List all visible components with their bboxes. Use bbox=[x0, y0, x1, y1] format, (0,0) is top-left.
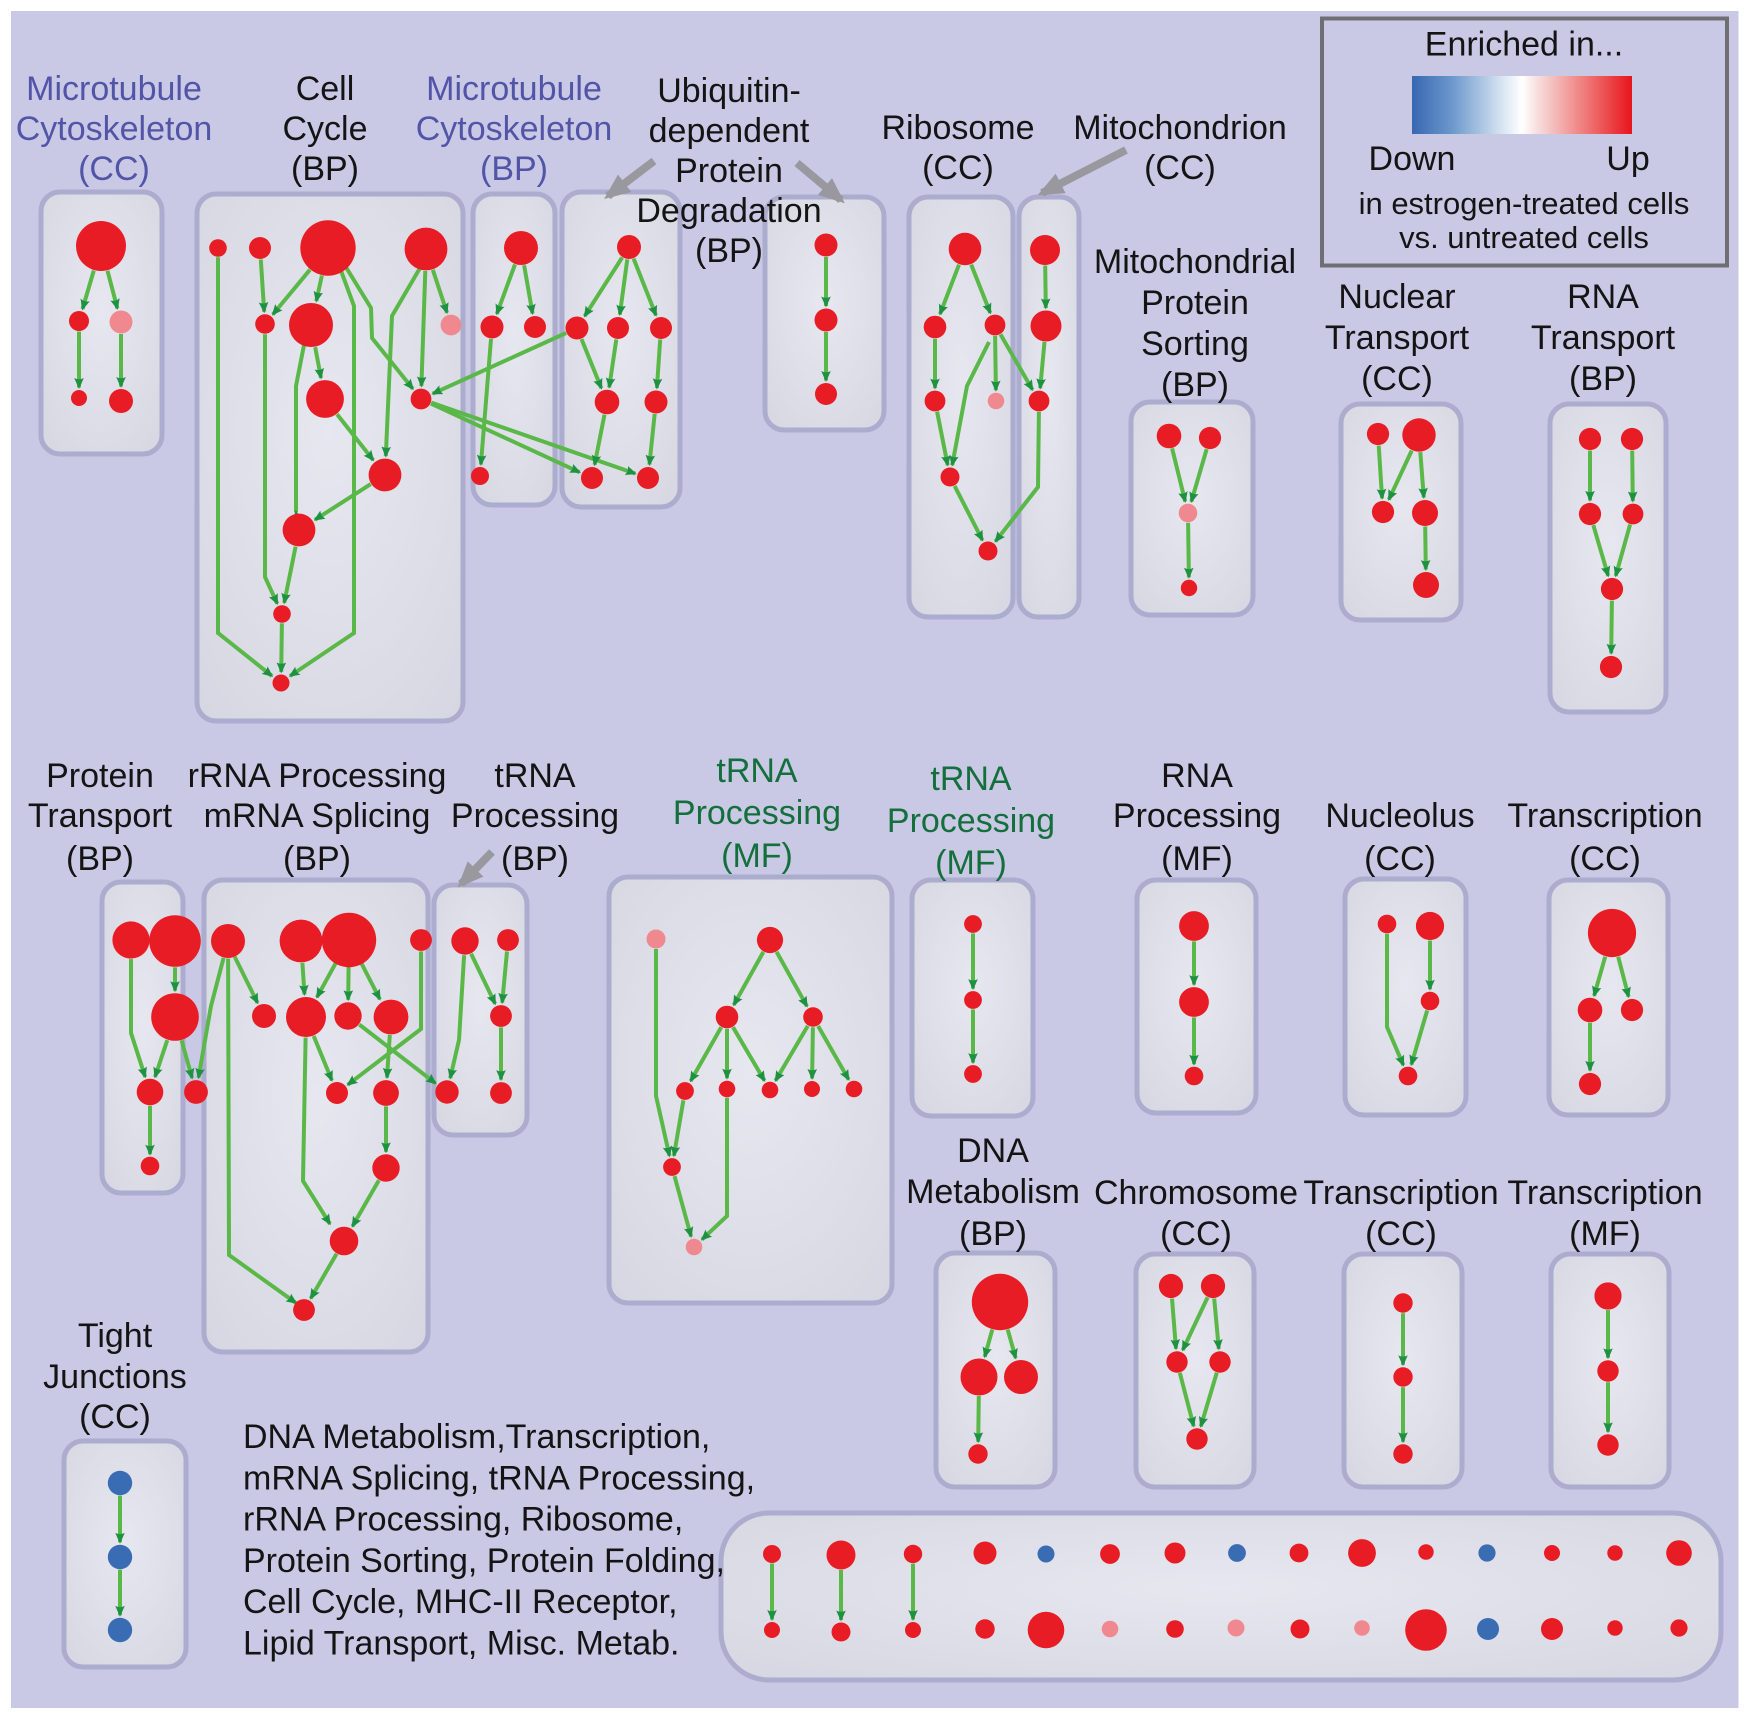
svg-text:Cycle: Cycle bbox=[282, 110, 367, 148]
svg-text:(MF): (MF) bbox=[1569, 1215, 1641, 1253]
svg-text:Processing: Processing bbox=[673, 794, 841, 832]
svg-text:Processing: Processing bbox=[1113, 797, 1281, 835]
svg-text:rRNA Processing: rRNA Processing bbox=[188, 757, 447, 795]
svg-text:vs. untreated cells: vs. untreated cells bbox=[1399, 220, 1649, 255]
svg-text:Cytoskeleton: Cytoskeleton bbox=[416, 110, 613, 148]
svg-text:(BP): (BP) bbox=[283, 840, 351, 878]
svg-text:Nuclear: Nuclear bbox=[1338, 278, 1455, 316]
svg-text:tRNA: tRNA bbox=[494, 757, 576, 795]
svg-text:RNA: RNA bbox=[1161, 757, 1233, 795]
svg-text:Transport: Transport bbox=[1325, 319, 1470, 357]
svg-text:Metabolism: Metabolism bbox=[906, 1173, 1080, 1211]
svg-text:(CC): (CC) bbox=[1569, 840, 1641, 878]
svg-text:(CC): (CC) bbox=[78, 150, 150, 188]
svg-text:Transcription: Transcription bbox=[1507, 797, 1702, 835]
svg-text:(CC): (CC) bbox=[1364, 840, 1436, 878]
svg-text:Transport: Transport bbox=[1531, 319, 1676, 357]
svg-text:Microtubule: Microtubule bbox=[26, 70, 202, 108]
svg-text:Ribosome: Ribosome bbox=[881, 109, 1034, 147]
svg-text:Cell Cycle, MHC-II Receptor,: Cell Cycle, MHC-II Receptor, bbox=[243, 1583, 678, 1621]
svg-text:(BP): (BP) bbox=[480, 150, 548, 188]
svg-text:Nucleolus: Nucleolus bbox=[1325, 797, 1474, 835]
svg-text:RNA: RNA bbox=[1567, 278, 1639, 316]
svg-text:Mitochondrial: Mitochondrial bbox=[1094, 243, 1296, 281]
svg-text:(MF): (MF) bbox=[1161, 840, 1233, 878]
svg-text:Chromosome: Chromosome bbox=[1094, 1174, 1298, 1212]
svg-text:Microtubule: Microtubule bbox=[426, 70, 602, 108]
svg-text:Sorting: Sorting bbox=[1141, 325, 1249, 363]
svg-text:tRNA: tRNA bbox=[930, 760, 1012, 798]
svg-text:(BP): (BP) bbox=[695, 232, 763, 270]
svg-text:Processing: Processing bbox=[887, 802, 1055, 840]
svg-text:Transcription: Transcription bbox=[1303, 1174, 1498, 1212]
svg-text:Transport: Transport bbox=[28, 797, 173, 835]
svg-text:(CC): (CC) bbox=[1365, 1215, 1437, 1253]
svg-text:(MF): (MF) bbox=[935, 844, 1007, 882]
svg-text:Protein Sorting, Protein Foldi: Protein Sorting, Protein Folding, bbox=[243, 1542, 725, 1580]
svg-text:(BP): (BP) bbox=[1569, 360, 1637, 398]
svg-text:Degradation: Degradation bbox=[636, 192, 821, 230]
svg-text:(CC): (CC) bbox=[1144, 149, 1216, 187]
svg-text:(BP): (BP) bbox=[291, 150, 359, 188]
svg-text:Up: Up bbox=[1606, 140, 1649, 178]
svg-text:Ubiquitin-: Ubiquitin- bbox=[657, 72, 801, 110]
svg-text:(CC): (CC) bbox=[1361, 360, 1433, 398]
svg-text:rRNA Processing, Ribosome,: rRNA Processing, Ribosome, bbox=[243, 1501, 683, 1539]
svg-text:Tight: Tight bbox=[78, 1317, 153, 1355]
svg-text:mRNA Splicing, tRNA Processing: mRNA Splicing, tRNA Processing, bbox=[243, 1459, 755, 1497]
svg-text:Cytoskeleton: Cytoskeleton bbox=[16, 110, 213, 148]
svg-text:Cell: Cell bbox=[296, 70, 355, 108]
svg-text:(BP): (BP) bbox=[959, 1215, 1027, 1253]
svg-text:tRNA: tRNA bbox=[716, 752, 798, 790]
svg-text:(CC): (CC) bbox=[1160, 1215, 1232, 1253]
svg-text:Enriched in...: Enriched in... bbox=[1425, 26, 1623, 64]
svg-text:dependent: dependent bbox=[649, 112, 810, 150]
svg-text:Protein: Protein bbox=[1141, 284, 1249, 322]
svg-text:(BP): (BP) bbox=[1161, 366, 1229, 404]
svg-text:Transcription: Transcription bbox=[1507, 1174, 1702, 1212]
svg-text:mRNA Splicing: mRNA Splicing bbox=[204, 797, 431, 835]
svg-text:in estrogen-treated cells: in estrogen-treated cells bbox=[1359, 186, 1690, 221]
svg-text:Junctions: Junctions bbox=[43, 1358, 187, 1396]
svg-text:Protein: Protein bbox=[46, 757, 154, 795]
svg-text:(CC): (CC) bbox=[79, 1398, 151, 1436]
svg-text:Processing: Processing bbox=[451, 797, 619, 835]
svg-text:DNA Metabolism,Transcription,: DNA Metabolism,Transcription, bbox=[243, 1418, 710, 1456]
svg-text:(BP): (BP) bbox=[66, 840, 134, 878]
svg-text:(BP): (BP) bbox=[501, 840, 569, 878]
svg-text:(MF): (MF) bbox=[721, 837, 793, 875]
svg-text:Down: Down bbox=[1369, 140, 1456, 178]
svg-text:DNA: DNA bbox=[957, 1132, 1029, 1170]
svg-text:Lipid Transport, Misc. Metab.: Lipid Transport, Misc. Metab. bbox=[243, 1625, 680, 1663]
svg-text:Protein: Protein bbox=[675, 152, 783, 190]
svg-text:(CC): (CC) bbox=[922, 149, 994, 187]
svg-text:Mitochondrion: Mitochondrion bbox=[1073, 109, 1287, 147]
